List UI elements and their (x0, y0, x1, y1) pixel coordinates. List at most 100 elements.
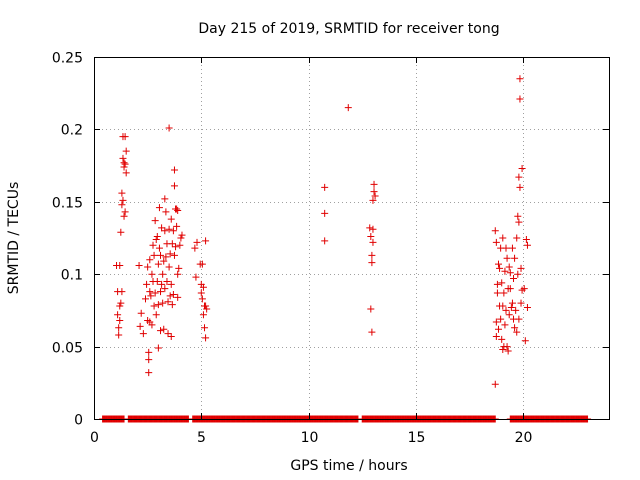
data-point (366, 224, 374, 232)
data-point (174, 206, 182, 214)
data-point (199, 311, 207, 319)
data-point (152, 311, 160, 319)
data-point (507, 304, 515, 312)
data-point (153, 277, 161, 285)
data-point (155, 244, 163, 252)
data-point (501, 267, 509, 275)
data-point (498, 279, 506, 287)
data-point (176, 241, 184, 249)
data-point (117, 228, 125, 236)
data-point (115, 324, 123, 332)
data-point (120, 212, 128, 220)
grid (94, 57, 609, 419)
data-point (162, 253, 170, 261)
data-point (506, 285, 514, 293)
data-point (118, 288, 126, 296)
data-point (198, 295, 206, 303)
y-axis-label: SRMTID / TECUs (6, 182, 22, 295)
data-point (371, 192, 379, 200)
y-tick-label: 0.05 (52, 341, 83, 357)
data-point (198, 260, 206, 268)
data-point (202, 334, 210, 342)
data-point (137, 309, 145, 317)
data-point (504, 347, 512, 355)
data-point (506, 269, 514, 277)
data-point (494, 325, 502, 333)
data-point (202, 302, 210, 310)
data-point (515, 173, 523, 181)
data-point (492, 318, 500, 326)
data-point (151, 289, 159, 297)
data-point (152, 235, 160, 243)
x-tick-label: 10 (301, 430, 319, 446)
data-point (165, 124, 173, 132)
data-point (177, 234, 185, 242)
y-tick-labels: 0 0.05 0.1 0.15 0.2 0.25 (52, 51, 83, 429)
data-point (197, 289, 205, 297)
data-point (154, 344, 162, 352)
data-point (161, 227, 169, 235)
data-point (117, 299, 125, 307)
data-point (493, 280, 501, 288)
data-point (369, 225, 377, 233)
data-point (135, 262, 143, 270)
data-point (203, 305, 211, 313)
y-tick-label: 0.1 (61, 268, 83, 284)
data-point (492, 238, 500, 246)
data-point (142, 295, 149, 303)
data-point (145, 348, 153, 356)
data-point (119, 154, 127, 162)
data-point (367, 305, 375, 313)
data-point (159, 299, 167, 307)
data-point (513, 234, 521, 242)
data-point (116, 302, 124, 310)
data-point (116, 317, 124, 325)
data-point (167, 332, 175, 340)
data-point (508, 299, 516, 307)
data-point (370, 188, 378, 196)
y-tick-label: 0.2 (61, 123, 83, 139)
data-point (516, 183, 524, 191)
data-point (122, 147, 130, 155)
data-point (370, 180, 378, 188)
data-point (368, 328, 376, 336)
data-point (516, 95, 524, 103)
data-point (491, 380, 499, 388)
data-point (369, 196, 377, 204)
data-point (174, 293, 182, 301)
data-point (163, 277, 171, 285)
data-point (523, 304, 531, 312)
data-point (503, 343, 511, 351)
data-point (160, 325, 168, 333)
data-point (494, 260, 502, 268)
data-point (522, 235, 530, 243)
data-point (169, 290, 177, 298)
data-point (118, 201, 126, 209)
data-point (160, 257, 168, 265)
data-point (114, 311, 122, 319)
data-point (149, 241, 157, 249)
data-point (516, 75, 524, 83)
data-point (491, 227, 499, 235)
data-point (521, 337, 529, 345)
data-point (517, 264, 525, 272)
plot-frame (94, 57, 610, 420)
data-point (151, 217, 159, 225)
data-point (520, 285, 528, 293)
data-point (159, 270, 167, 278)
data-point (115, 331, 123, 339)
data-point (158, 224, 166, 232)
data-point (321, 237, 329, 245)
data-point (505, 263, 513, 271)
data-point (167, 280, 175, 288)
data-point (368, 259, 376, 267)
data-point (136, 322, 144, 330)
data-point (502, 244, 510, 252)
data-point (150, 251, 158, 259)
y-tick-label: 0.25 (52, 51, 83, 67)
data-point (167, 215, 175, 223)
x-tick-label: 20 (515, 430, 533, 446)
data-point (150, 302, 158, 310)
data-point (154, 260, 162, 268)
